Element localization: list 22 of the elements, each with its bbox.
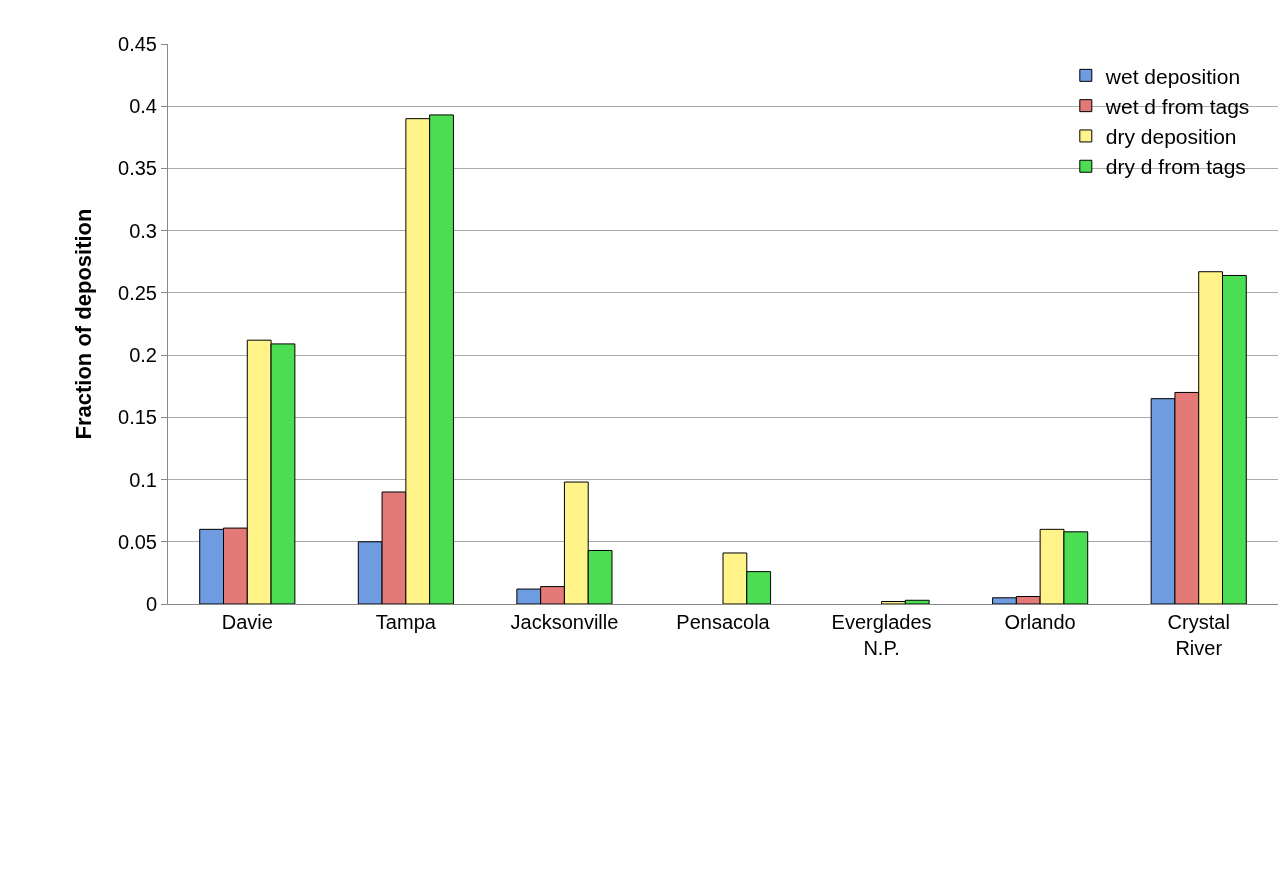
y-tick-label: 0.2 bbox=[129, 344, 157, 367]
legend-label: dry d from tags bbox=[1105, 155, 1246, 179]
y-tick-label: 0 bbox=[145, 593, 157, 615]
y-tick-label: 0.25 bbox=[118, 281, 157, 304]
x-tick-label: Tampa bbox=[375, 611, 437, 633]
y-tick-label: 0.3 bbox=[129, 219, 157, 242]
x-tick-label: Everglades N.P. bbox=[831, 611, 932, 659]
y-tick-label: 0.35 bbox=[118, 157, 157, 180]
legend-label: wet d from tags bbox=[1104, 94, 1250, 118]
y-axis-title: Fraction of deposition bbox=[70, 208, 96, 440]
y-tick-label: 0.15 bbox=[118, 406, 157, 429]
x-tick-label: Orlando bbox=[1004, 611, 1076, 633]
x-tick-label: Davie bbox=[221, 611, 273, 633]
y-tick-label: 0.05 bbox=[118, 530, 157, 553]
legend-label: dry deposition bbox=[1105, 125, 1237, 149]
y-tick-label: 0.45 bbox=[118, 33, 157, 55]
x-tick-label: Pensacola bbox=[676, 611, 771, 633]
legend-label: wet deposition bbox=[1104, 64, 1241, 88]
x-tick-label: Jacksonville bbox=[510, 611, 619, 633]
y-tick-label: 0.4 bbox=[129, 95, 157, 118]
x-tick-label: Crystal River bbox=[1167, 611, 1230, 659]
y-tick-label: 0.1 bbox=[129, 468, 157, 491]
